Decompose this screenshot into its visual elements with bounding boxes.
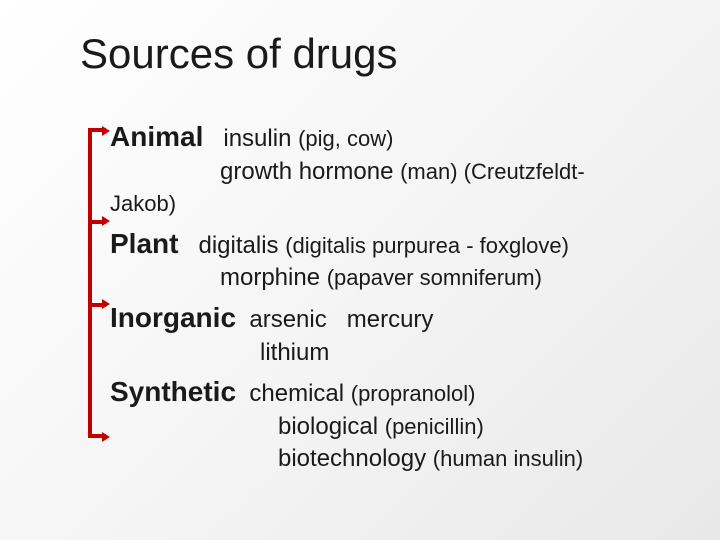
animal-ex1-note: (pig, cow) (298, 126, 393, 151)
plant-label: Plant (110, 228, 178, 259)
synthetic-ex1: chemical (249, 380, 344, 407)
plant-ex2-note: (papaver somniferum) (327, 265, 542, 290)
animal-ex2-cont: Jakob) (110, 191, 176, 216)
synthetic-ex2: biological (278, 413, 378, 440)
plant-ex1: digitalis (198, 232, 278, 259)
animal-ex2-note: (man) (Creutzfeldt- (400, 159, 585, 184)
synthetic-ex3-note: (human insulin) (433, 446, 583, 471)
synthetic-label: Synthetic (110, 376, 236, 407)
synthetic-ex2-note: (penicillin) (385, 414, 484, 439)
animal-label: Animal (110, 121, 203, 152)
plant-ex2: morphine (220, 264, 320, 291)
content-area: Animal insulin (pig, cow) growth hormone… (110, 118, 670, 476)
plant-ex1-note: (digitalis purpurea - foxglove) (285, 233, 569, 258)
slide-title: Sources of drugs (80, 30, 670, 78)
category-bracket (88, 128, 106, 438)
synthetic-ex1-note: (propranolol) (351, 381, 476, 406)
synthetic-ex3: biotechnology (278, 445, 426, 472)
category-plant: Plant digitalis (digitalis purpurea - fo… (110, 225, 670, 295)
category-synthetic: Synthetic chemical (propranolol) biologi… (110, 373, 670, 476)
inorganic-ex1: arsenic (249, 306, 326, 333)
animal-ex2: growth hormone (220, 158, 393, 185)
inorganic-label: Inorganic (110, 302, 236, 333)
animal-ex1: insulin (223, 125, 291, 152)
category-animal: Animal insulin (pig, cow) growth hormone… (110, 118, 670, 221)
inorganic-ex3: lithium (260, 339, 329, 366)
category-inorganic: Inorganic arsenic mercury lithium (110, 299, 670, 369)
inorganic-ex2: mercury (347, 306, 434, 333)
